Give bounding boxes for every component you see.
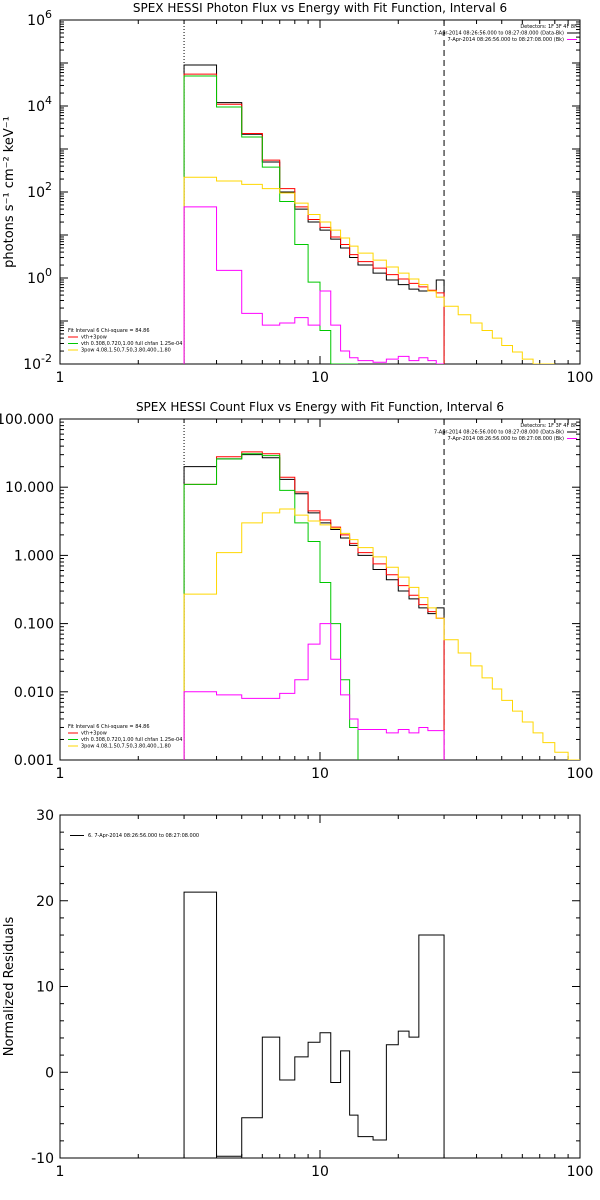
y-axis-label: photons s⁻¹ cm⁻² keV⁻¹ xyxy=(2,116,17,268)
x-tick-label: 1 xyxy=(56,1164,65,1180)
legend-header: Fit Interval 6 Chi-square = 84.86 xyxy=(68,724,150,730)
legend-fit: Fit Interval 6 Chi-square = 84.86vth+3po… xyxy=(68,328,182,354)
x-axis: 1 10 100 xyxy=(56,815,594,1180)
legend-entry: vth 0.308,0.720,1.00 full chfan 1.25e-04 xyxy=(81,737,182,743)
y-tick-label: 106 xyxy=(27,8,52,29)
y-tick-label: 10.000 xyxy=(5,480,54,496)
y-tick-label: 104 xyxy=(27,94,52,115)
y-tick-label: -10 xyxy=(31,1151,54,1167)
y-tick-label: 102 xyxy=(27,180,52,201)
series-histogram-1 xyxy=(183,891,445,1158)
legend-header: Detectors: 1F 3F 4F 8F xyxy=(520,24,577,30)
chart-panel-2: SPEX HESSI Count Flux vs Energy with Fit… xyxy=(0,400,593,782)
legend-entry: 7-Apr-2014 08:26:56.000 to 08:27:08.000 … xyxy=(434,430,564,436)
legend-fit: Fit Interval 6 Chi-square = 84.86vth+3po… xyxy=(68,724,182,750)
x-axis: 1 10 100 xyxy=(56,20,594,386)
series-histogram-4 xyxy=(183,508,580,760)
legend-entry: 3pow 4.08,1.50,7.50,3.80,400.,1.80 xyxy=(81,744,171,750)
legend-entry: vth+3pow xyxy=(81,731,107,737)
series-histogram-3 xyxy=(183,453,359,760)
legend-entry: 7-Apr-2014 08:26:56.000 to 08:27:08.000 … xyxy=(447,436,564,442)
legend-entry: vth+3pow xyxy=(81,335,107,341)
legend-interval: 6. 7-Apr-2014 08:26:56.000 to 08:27:08.0… xyxy=(70,833,199,839)
x-tick-label: 10 xyxy=(311,370,329,386)
y-tick-label: 30 xyxy=(36,808,54,824)
y-tick-label: 1.000 xyxy=(14,548,54,564)
y-axis: -10 0 10 20 30 xyxy=(31,808,580,1167)
x-tick-label: 10 xyxy=(311,1164,329,1180)
legend-detectors: Detectors: 1F 3F 4F 8F7-Apr-2014 08:26:5… xyxy=(434,24,577,43)
legend-entry: 6. 7-Apr-2014 08:26:56.000 to 08:27:08.0… xyxy=(88,833,199,839)
y-tick-label: 100 xyxy=(27,266,52,287)
y-tick-label: 20 xyxy=(36,894,54,910)
x-tick-label: 100 xyxy=(567,766,594,782)
series-histogram-4 xyxy=(183,176,555,364)
x-tick-label: 100 xyxy=(567,1164,594,1180)
series-histogram-5 xyxy=(183,206,445,364)
y-tick-label: 0 xyxy=(45,1065,54,1081)
legend-entry: 7-Apr-2014 08:26:56.000 to 08:27:08.000 … xyxy=(447,37,564,43)
series-histogram-5 xyxy=(183,623,445,760)
y-tick-label: 0.100 xyxy=(14,617,54,633)
series-histogram-3 xyxy=(183,75,358,364)
x-tick-label: 10 xyxy=(311,766,329,782)
y-tick-label: 10 xyxy=(36,980,54,996)
legend-header: Fit Interval 6 Chi-square = 84.86 xyxy=(68,328,150,334)
y-axis-label: Normalized Residuals xyxy=(2,917,17,1057)
chart-title: SPEX HESSI Count Flux vs Energy with Fit… xyxy=(136,400,504,414)
plot-frame xyxy=(59,814,581,1159)
chart-panel-1: SPEX HESSI Photon Flux vs Energy with Fi… xyxy=(2,1,593,386)
series-histogram-2 xyxy=(183,73,445,364)
y-tick-label: 10-2 xyxy=(23,352,52,373)
chart-title: SPEX HESSI Photon Flux vs Energy with Fi… xyxy=(133,1,507,15)
plot-frame xyxy=(59,418,581,761)
series-histogram-2 xyxy=(183,451,445,760)
x-tick-label: 1 xyxy=(56,766,65,782)
x-tick-label: 1 xyxy=(56,370,65,386)
legend-entry: 7-Apr-2014 08:26:56.000 to 08:27:08.000 … xyxy=(434,31,564,37)
y-tick-label: 0.001 xyxy=(14,753,54,769)
y-axis: 10-2 100 102 104 106 xyxy=(23,8,580,373)
chart-panel-3: 1 10 100 -10 0 10 20 30 Normalized Residuals 6. 7… xyxy=(2,808,593,1180)
y-tick-label: 100.000 xyxy=(0,412,54,428)
legend-header: Detectors: 1F 3F 4F 8F xyxy=(520,423,577,429)
legend-entry: 3pow 4.08,1.50,7.50,3.80,400.,1.80 xyxy=(81,348,171,354)
legend-detectors: Detectors: 1F 3F 4F 8F7-Apr-2014 08:26:5… xyxy=(434,423,577,442)
y-tick-label: 0.010 xyxy=(14,685,54,701)
x-tick-label: 100 xyxy=(567,370,594,386)
y-axis: 0.001 0.010 0.100 1.000 10.000 100.000 xyxy=(0,412,580,769)
legend-entry: vth 0.308,0.720,1.00 full chfan 1.25e-04 xyxy=(81,341,182,347)
series-histogram-1 xyxy=(183,454,445,760)
